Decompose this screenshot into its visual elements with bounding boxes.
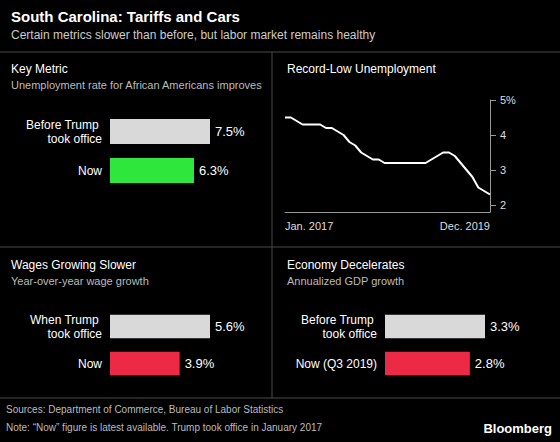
svg-text:5%: 5% [500,94,516,106]
svg-text:6.3%: 6.3% [199,163,229,178]
svg-text:Note: “Now” figure is latest a: Note: “Now” figure is latest available. … [6,422,323,433]
svg-text:took office: took office [48,327,103,341]
svg-text:Now: Now [78,357,102,371]
svg-text:Certain metrics slower than be: Certain metrics slower than before, but … [11,28,375,42]
svg-text:Now: Now [78,164,102,178]
svg-text:2: 2 [500,199,506,211]
svg-text:Economy Decelerates: Economy Decelerates [287,258,404,272]
svg-text:2.8%: 2.8% [475,356,505,371]
svg-text:took office: took office [48,132,103,146]
svg-text:Dec. 2019: Dec. 2019 [440,220,490,232]
svg-text:Annualized GDP growth: Annualized GDP growth [287,275,404,287]
svg-text:3.9%: 3.9% [185,356,215,371]
svg-text:Before Trump: Before Trump [301,313,377,327]
svg-text:South Carolina: Tariffs and Ca: South Carolina: Tariffs and Cars [11,8,240,25]
svg-text:3.3%: 3.3% [490,319,520,334]
svg-text:Year-over-year wage growth: Year-over-year wage growth [11,275,149,287]
svg-text:Wages Growing Slower: Wages Growing Slower [11,258,136,272]
svg-text:Unemployment rate for African: Unemployment rate for African Americans … [11,79,262,91]
svg-text:4: 4 [500,129,506,141]
svg-text:5.6%: 5.6% [215,319,245,334]
svg-text:7.5%: 7.5% [215,124,245,139]
svg-text:took office: took office [323,327,378,341]
svg-text:Key Metric: Key Metric [11,62,68,76]
svg-text:Sources: Department of Commerc: Sources: Department of Commerce, Bureau … [6,404,283,415]
svg-text:Bloomberg: Bloomberg [483,421,552,436]
svg-text:Now (Q3 2019): Now (Q3 2019) [296,357,377,371]
svg-text:Before Trump: Before Trump [26,118,102,132]
svg-text:Jan. 2017: Jan. 2017 [285,220,333,232]
svg-text:When Trump: When Trump [30,313,102,327]
svg-text:3: 3 [500,164,506,176]
svg-text:Record-Low Unemployment: Record-Low Unemployment [287,62,436,76]
